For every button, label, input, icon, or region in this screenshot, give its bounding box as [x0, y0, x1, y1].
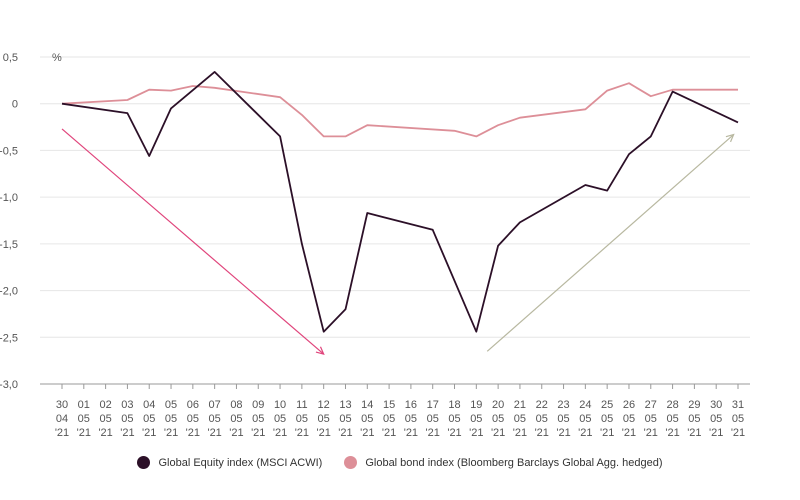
x-tick-label: 12 05'21 [317, 399, 331, 439]
y-tick-label: -0,5 [0, 145, 18, 157]
series-lines [61, 71, 739, 333]
x-tick-label: 31 05'21 [731, 399, 745, 439]
x-tick-label: 22 05'21 [535, 399, 549, 439]
x-tick-label: 03 05'21 [120, 399, 134, 439]
x-tick-label: 07 05'21 [207, 399, 221, 439]
x-tick-label: 02 05'21 [98, 399, 112, 439]
legend-label-equity: Global Equity index (MSCI ACWI) [158, 456, 323, 469]
x-tick-label: 23 05'21 [556, 399, 570, 439]
gridlines [40, 56, 750, 338]
x-tick-label: 04 05'21 [142, 399, 156, 439]
x-tick-label: 26 05'21 [622, 399, 636, 439]
legend-swatch-equity [137, 456, 151, 469]
x-tick-label: 17 05'21 [426, 399, 440, 439]
x-tick-label: 15 05'21 [382, 399, 396, 439]
x-tick-label: 20 05'21 [491, 399, 505, 439]
y-tick-label: -3,0 [0, 379, 18, 391]
legend-item-equity: Global Equity index (MSCI ACWI) [137, 456, 322, 469]
trend-arrow-line [486, 134, 735, 352]
equity-series-line [61, 71, 739, 333]
x-tick-label: 10 05'21 [273, 399, 287, 439]
y-unit-label: % [52, 52, 62, 64]
x-tick-label: 08 05'21 [229, 399, 243, 439]
legend: Global Equity index (MSCI ACWI) Global b… [0, 456, 800, 469]
x-tick-label: 09 05'21 [251, 399, 265, 439]
x-tick-label: 18 05'21 [447, 399, 461, 439]
x-tick-label: 21 05'21 [513, 399, 527, 439]
x-tick-label: 19 05'21 [469, 399, 483, 439]
x-tick-label: 01 05'21 [77, 399, 91, 439]
axes: 0,5 0 -0,5 -1,0 -1,5 -2,0 -2,5 -3,0 30 04'21 01 05 '… [0, 52, 750, 439]
y-tick-label: -2,5 [0, 332, 18, 344]
trend-arrow-head [315, 346, 325, 356]
x-tick-label: 16 05'21 [404, 399, 418, 439]
x-tick-label: 24 05'21 [578, 399, 592, 439]
x-tick-label: 28 05'21 [665, 399, 679, 439]
x-tick-label: 13 05'21 [338, 399, 352, 439]
y-tick-label: 0,5 [3, 52, 18, 64]
y-tick-label: -1,0 [0, 192, 18, 204]
y-tick-label: -2,0 [0, 286, 18, 298]
y-tick-label: 0 [12, 99, 18, 111]
x-tick-label: 11 05'21 [295, 399, 309, 439]
trend-arrows [61, 128, 735, 356]
trend-arrow-line [61, 128, 325, 355]
x-tick-label: 30 05'21 [709, 399, 723, 439]
legend-swatch-bond [344, 456, 358, 469]
legend-label-bond: Global bond index (Bloomberg Barclays Gl… [365, 456, 663, 469]
x-tick-label: 14 05'21 [360, 399, 374, 439]
x-tick-label: 30 04'21 [55, 399, 69, 439]
x-tick-label: 05 05'21 [164, 399, 178, 439]
y-tick-label: -1,5 [0, 239, 18, 251]
x-tick-label: 06 05'21 [186, 399, 200, 439]
x-tick-label: 29 05'21 [687, 399, 701, 439]
x-tick-label: 25 05'21 [600, 399, 614, 439]
trend-arrow-head [725, 133, 735, 143]
bond-series-line [61, 82, 738, 138]
x-tick-label: 27 05'21 [644, 399, 658, 439]
legend-item-bond: Global bond index (Bloomberg Barclays Gl… [344, 456, 663, 469]
